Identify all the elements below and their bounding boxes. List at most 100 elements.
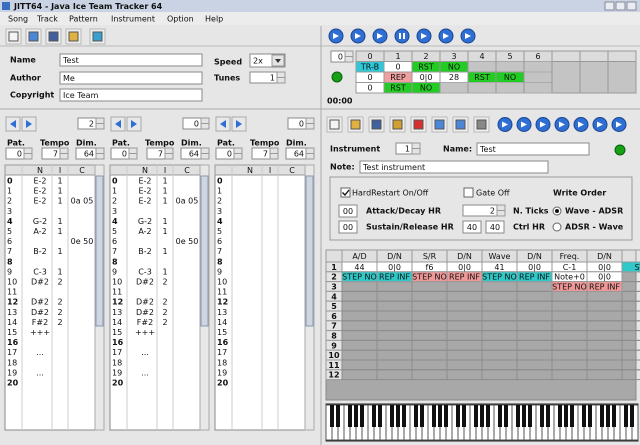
player-icon	[578, 121, 584, 128]
black-key[interactable]	[504, 405, 508, 427]
black-key[interactable]	[420, 405, 424, 427]
spin-up[interactable]	[200, 117, 210, 124]
black-key[interactable]	[438, 405, 442, 427]
spin-down[interactable]	[95, 153, 105, 160]
menu-item[interactable]: Option	[167, 15, 194, 24]
scroll-thumb[interactable]	[95, 175, 104, 327]
black-key[interactable]	[564, 405, 568, 427]
black-key[interactable]	[630, 405, 634, 427]
menu-item[interactable]: Pattern	[69, 15, 98, 24]
black-key[interactable]	[414, 405, 418, 427]
black-key[interactable]	[456, 405, 460, 427]
spin-down[interactable]	[344, 56, 354, 63]
spin-down[interactable]	[200, 153, 210, 160]
spin-up[interactable]	[95, 147, 105, 154]
black-key[interactable]	[588, 405, 592, 427]
spin-up[interactable]	[200, 147, 210, 154]
spin-down[interactable]	[128, 153, 138, 160]
row-number: 9	[112, 267, 117, 276]
spin-down[interactable]	[305, 123, 315, 130]
spin-down[interactable]	[164, 153, 174, 160]
spin-down[interactable]	[23, 153, 33, 160]
ctrl-hr-1-box[interactable]	[462, 220, 482, 234]
black-key[interactable]	[444, 405, 448, 427]
spin-up[interactable]	[233, 147, 243, 154]
black-key[interactable]	[486, 405, 490, 427]
black-key[interactable]	[600, 405, 604, 427]
maximize-button[interactable]	[615, 1, 626, 11]
spin-down[interactable]	[269, 153, 279, 160]
black-key[interactable]	[522, 405, 526, 427]
black-key[interactable]	[432, 405, 436, 427]
minimize-button[interactable]	[604, 1, 615, 11]
spin-down[interactable]	[276, 77, 286, 84]
black-key[interactable]	[624, 405, 628, 427]
black-key[interactable]	[390, 405, 394, 427]
spin-down[interactable]	[305, 153, 315, 160]
black-key[interactable]	[546, 405, 550, 427]
black-key[interactable]	[528, 405, 532, 427]
spin-up[interactable]	[344, 50, 354, 57]
spin-down[interactable]	[59, 153, 69, 160]
order-spinner: 0	[338, 53, 343, 62]
spin-down[interactable]	[95, 123, 105, 130]
black-key[interactable]	[336, 405, 340, 427]
instrument-name-box[interactable]	[476, 142, 590, 156]
black-key[interactable]	[558, 405, 562, 427]
spin-up[interactable]	[411, 142, 421, 149]
song-author-box[interactable]	[59, 71, 203, 85]
menu-item[interactable]: Help	[205, 15, 223, 24]
spin-up[interactable]	[496, 204, 506, 211]
spin-down[interactable]	[411, 148, 421, 155]
black-key[interactable]	[462, 405, 466, 427]
menu-item[interactable]: Song	[8, 15, 28, 24]
ctrl-hr-2-box[interactable]	[485, 220, 505, 234]
black-key[interactable]	[360, 405, 364, 427]
black-key[interactable]	[372, 405, 376, 427]
radio[interactable]	[552, 222, 562, 232]
menu-item[interactable]: Instrument	[111, 15, 155, 24]
spin-down[interactable]	[233, 153, 243, 160]
black-key[interactable]	[402, 405, 406, 427]
black-key[interactable]	[378, 405, 382, 427]
checkbox[interactable]	[463, 187, 474, 198]
black-key[interactable]	[570, 405, 574, 427]
song-copyright-box[interactable]	[59, 88, 203, 102]
checkbox[interactable]	[340, 187, 351, 198]
table-cell-text: Note+0	[554, 273, 585, 282]
tool-icon	[350, 119, 361, 130]
spin-up[interactable]	[305, 147, 315, 154]
spin-down[interactable]	[200, 123, 210, 130]
black-key[interactable]	[330, 405, 334, 427]
spin-up[interactable]	[23, 147, 33, 154]
song-name-box[interactable]	[59, 53, 203, 67]
spin-down[interactable]	[496, 210, 506, 217]
spin-up[interactable]	[128, 147, 138, 154]
black-key[interactable]	[396, 405, 400, 427]
spin-up[interactable]	[95, 117, 105, 124]
black-key[interactable]	[540, 405, 544, 427]
black-key[interactable]	[480, 405, 484, 427]
ad-hr-box[interactable]	[338, 204, 358, 218]
black-key[interactable]	[516, 405, 520, 427]
menu-item[interactable]: Track	[36, 15, 58, 24]
black-key[interactable]	[348, 405, 352, 427]
spin-up[interactable]	[59, 147, 69, 154]
spin-up[interactable]	[269, 147, 279, 154]
black-key[interactable]	[606, 405, 610, 427]
spin-up[interactable]	[276, 71, 286, 78]
spin-up[interactable]	[164, 147, 174, 154]
table-cell-filled[interactable]	[586, 281, 623, 292]
scroll-thumb[interactable]	[305, 175, 314, 327]
black-key[interactable]	[354, 405, 358, 427]
scroll-thumb[interactable]	[200, 175, 209, 327]
black-key[interactable]	[474, 405, 478, 427]
sr-hr-box[interactable]	[338, 220, 358, 234]
spin-up[interactable]	[305, 117, 315, 124]
black-key[interactable]	[612, 405, 616, 427]
black-key[interactable]	[498, 405, 502, 427]
instrument-note-box[interactable]	[359, 160, 549, 174]
close-button[interactable]	[626, 1, 637, 11]
black-key[interactable]	[582, 405, 586, 427]
player-button[interactable]	[394, 28, 410, 44]
